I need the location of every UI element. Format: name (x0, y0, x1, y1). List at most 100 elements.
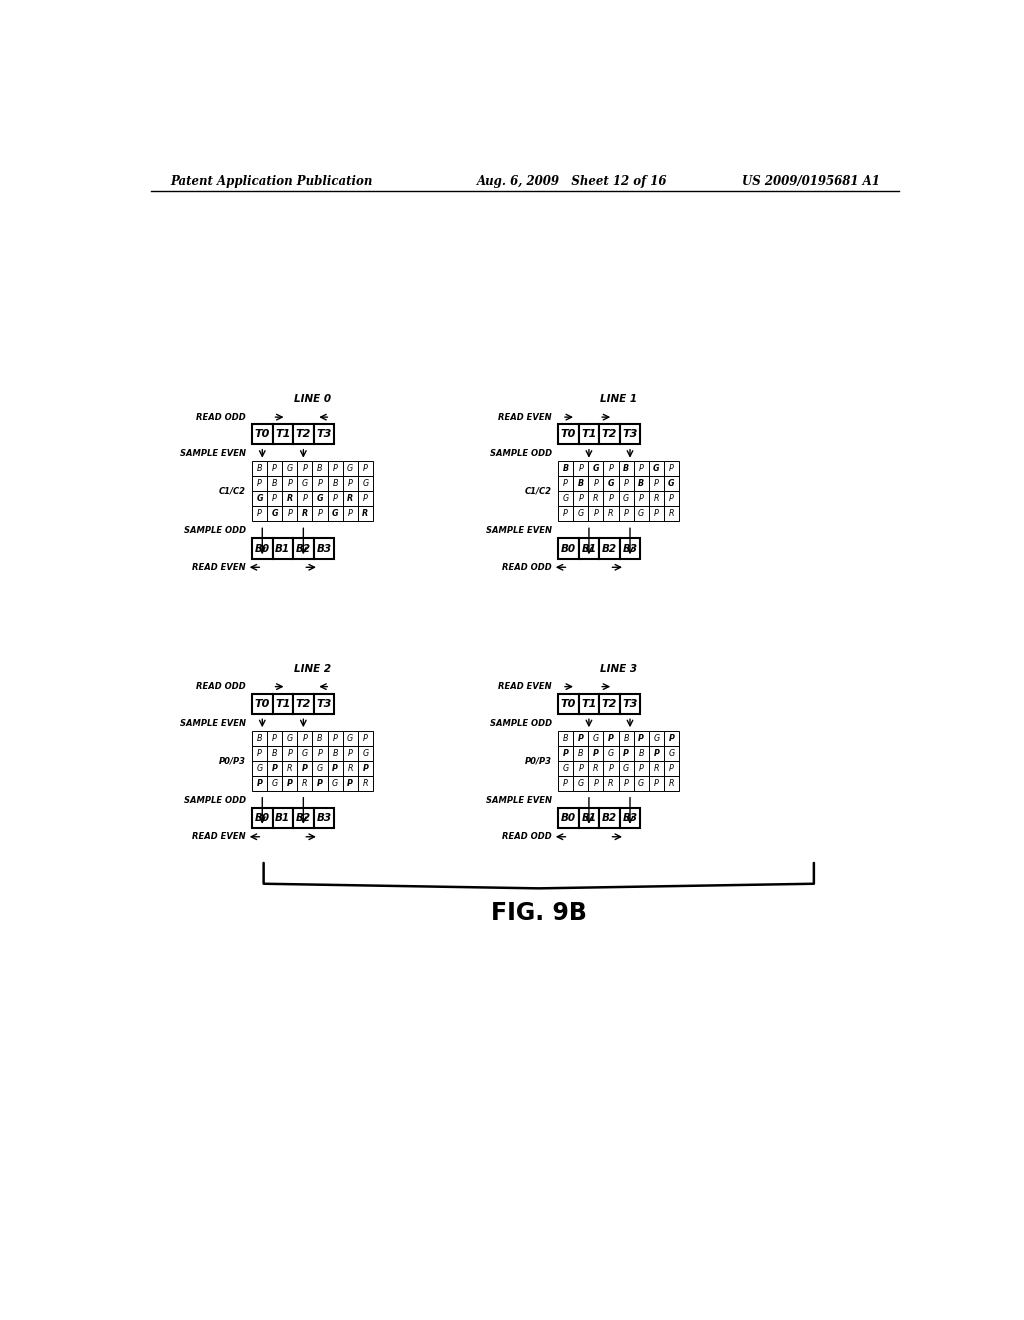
Bar (312, 477, 328, 491)
Bar (267, 776, 283, 791)
Text: P: P (639, 495, 644, 503)
Bar (558, 746, 573, 760)
Bar (634, 507, 649, 521)
Text: T3: T3 (316, 429, 332, 440)
Bar (573, 760, 589, 776)
Bar (252, 760, 267, 776)
Bar (328, 477, 343, 491)
Text: Aug. 6, 2009   Sheet 12 of 16: Aug. 6, 2009 Sheet 12 of 16 (477, 176, 668, 189)
Text: READ EVEN: READ EVEN (193, 833, 246, 841)
Bar (267, 760, 283, 776)
Text: P: P (272, 734, 278, 743)
Text: P: P (317, 748, 323, 758)
Text: T1: T1 (582, 698, 597, 709)
Bar (649, 760, 664, 776)
Text: P: P (257, 510, 262, 519)
Text: G: G (362, 479, 369, 488)
Text: T2: T2 (296, 429, 311, 440)
Bar (618, 731, 634, 746)
Bar (589, 477, 603, 491)
Text: G: G (593, 734, 599, 743)
Text: P: P (654, 779, 658, 788)
Bar (343, 462, 357, 477)
Text: P: P (302, 465, 307, 474)
Text: READ EVEN: READ EVEN (499, 413, 552, 421)
Text: P: P (271, 764, 278, 774)
Text: B: B (638, 479, 644, 488)
Bar (328, 776, 343, 791)
Text: R: R (593, 764, 599, 774)
Text: P: P (333, 734, 338, 743)
Text: T2: T2 (296, 698, 311, 709)
Bar (272, 539, 293, 558)
Bar (293, 424, 313, 445)
Bar (579, 424, 599, 445)
Bar (313, 424, 334, 445)
Bar (267, 731, 283, 746)
Bar (558, 507, 573, 521)
Bar (293, 693, 313, 714)
Bar (252, 477, 267, 491)
Text: T3: T3 (316, 698, 332, 709)
Text: P0/P3: P0/P3 (219, 756, 246, 766)
Text: P: P (288, 748, 292, 758)
Text: P: P (317, 479, 323, 488)
Text: T2: T2 (602, 698, 617, 709)
Text: P: P (362, 465, 368, 474)
Text: R: R (608, 779, 613, 788)
Text: P: P (563, 779, 568, 788)
Text: C1/C2: C1/C2 (525, 487, 552, 496)
Text: B1: B1 (275, 544, 291, 553)
Bar (558, 731, 573, 746)
Bar (589, 507, 603, 521)
Text: P: P (654, 479, 658, 488)
Text: Patent Application Publication: Patent Application Publication (171, 176, 373, 189)
Text: G: G (302, 479, 308, 488)
Bar (558, 808, 579, 829)
Bar (297, 776, 312, 791)
Text: B3: B3 (316, 813, 332, 824)
Text: P: P (362, 495, 368, 503)
Text: R: R (593, 495, 599, 503)
Text: P: P (257, 779, 262, 788)
Bar (649, 491, 664, 507)
Text: P: P (563, 510, 568, 519)
Text: G: G (302, 748, 308, 758)
Bar (252, 776, 267, 791)
Text: G: G (287, 465, 293, 474)
Text: P: P (593, 748, 599, 758)
Text: B: B (639, 748, 644, 758)
Bar (603, 477, 618, 491)
Bar (649, 746, 664, 760)
Bar (357, 746, 373, 760)
Text: G: G (653, 465, 659, 474)
Bar (267, 477, 283, 491)
Text: READ ODD: READ ODD (196, 413, 246, 421)
Bar (620, 693, 640, 714)
Bar (297, 507, 312, 521)
Bar (634, 760, 649, 776)
Text: READ EVEN: READ EVEN (499, 682, 552, 692)
Bar (618, 507, 634, 521)
Bar (297, 746, 312, 760)
Bar (620, 539, 640, 558)
Text: P: P (624, 479, 629, 488)
Bar (558, 491, 573, 507)
Text: P: P (362, 764, 369, 774)
Text: SAMPLE ODD: SAMPLE ODD (183, 527, 246, 535)
Text: P: P (302, 495, 307, 503)
Bar (573, 731, 589, 746)
Bar (283, 746, 297, 760)
Bar (312, 746, 328, 760)
Text: G: G (316, 764, 324, 774)
Text: B: B (578, 748, 584, 758)
Text: READ ODD: READ ODD (196, 682, 246, 692)
Text: P: P (347, 779, 353, 788)
Text: R: R (302, 510, 308, 519)
Text: G: G (607, 479, 614, 488)
Bar (573, 507, 589, 521)
Text: LINE 2: LINE 2 (294, 664, 331, 673)
Text: T3: T3 (623, 698, 638, 709)
Text: SAMPLE ODD: SAMPLE ODD (183, 796, 246, 805)
Bar (252, 462, 267, 477)
